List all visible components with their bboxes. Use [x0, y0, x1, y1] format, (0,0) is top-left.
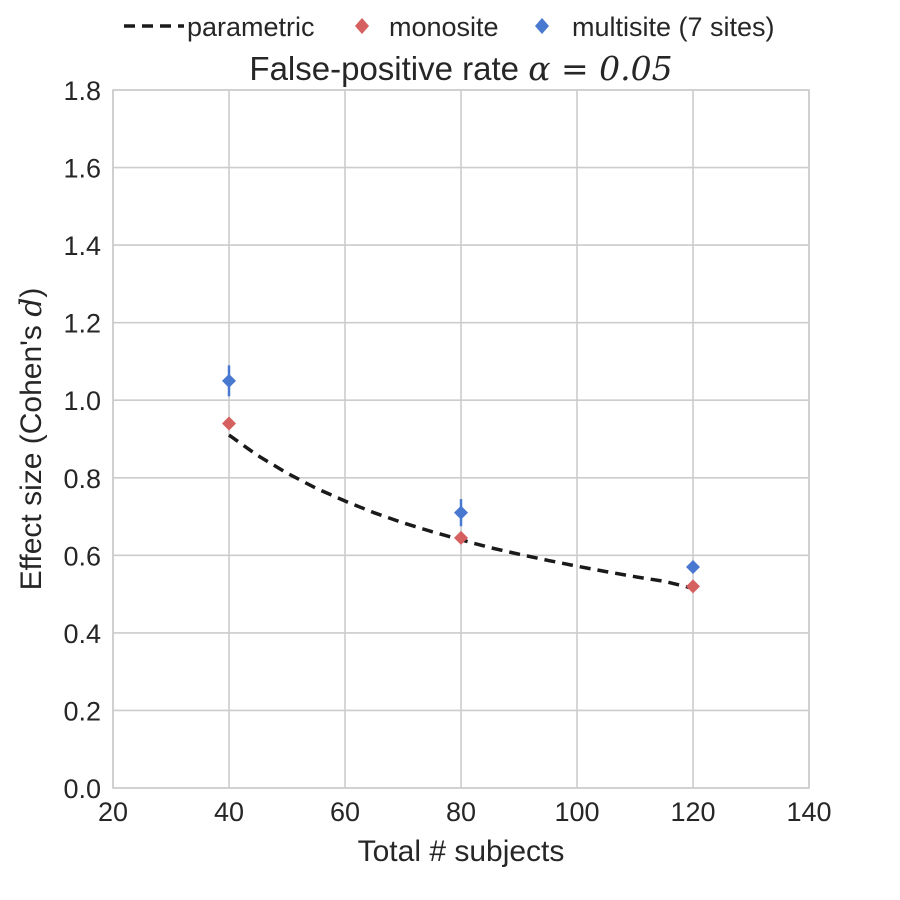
legend-multisite-label: multisite (7 sites)	[572, 12, 775, 42]
legend-parametric-label: parametric	[187, 12, 315, 42]
y-tick-label: 0.0	[63, 774, 101, 804]
y-tick-label: 0.8	[63, 464, 101, 494]
monosite-point	[222, 416, 236, 431]
legend-monosite-marker	[355, 18, 369, 34]
x-tick-label: 80	[446, 797, 476, 827]
y-tick-label: 0.4	[63, 619, 101, 649]
y-tick-label: 1.6	[63, 154, 101, 184]
y-tick-label: 1.0	[63, 386, 101, 416]
tick-labels: 20 40 60 80 100 120 140 0.0 0.2 0.4 0.6 0.8 1.0 1.2 1.…	[63, 76, 831, 827]
x-tick-label: 120	[670, 797, 715, 827]
multisite-7-sites-point	[686, 559, 700, 574]
y-tick-label: 0.2	[63, 696, 101, 726]
y-tick-label: 0.6	[63, 541, 101, 571]
monosite-point	[686, 579, 700, 594]
legend-monosite-label: monosite	[389, 12, 499, 42]
grid-lines	[112, 89, 810, 789]
monosite-point	[454, 530, 468, 545]
x-tick-label: 40	[214, 797, 244, 827]
multisite-7-sites-point	[222, 373, 236, 388]
x-tick-label: 20	[98, 797, 128, 827]
multisite-7-sites-point	[454, 505, 468, 520]
y-tick-label: 1.2	[63, 309, 101, 339]
y-tick-label: 1.8	[63, 76, 101, 106]
y-axis-label: Effect size (Cohen's d)	[14, 288, 49, 591]
x-axis-label: Total # subjects	[358, 835, 565, 868]
legend: parametric monosite multisite (7 sites)	[124, 12, 775, 42]
x-tick-label: 60	[330, 797, 360, 827]
x-tick-label: 140	[786, 797, 831, 827]
legend-multisite-marker	[535, 18, 549, 34]
plot-area	[222, 365, 700, 594]
plot-frame	[112, 89, 810, 789]
y-tick-label: 1.4	[63, 231, 101, 261]
chart-title: False-positive rate α = 0.05	[249, 49, 672, 88]
x-tick-label: 100	[554, 797, 599, 827]
